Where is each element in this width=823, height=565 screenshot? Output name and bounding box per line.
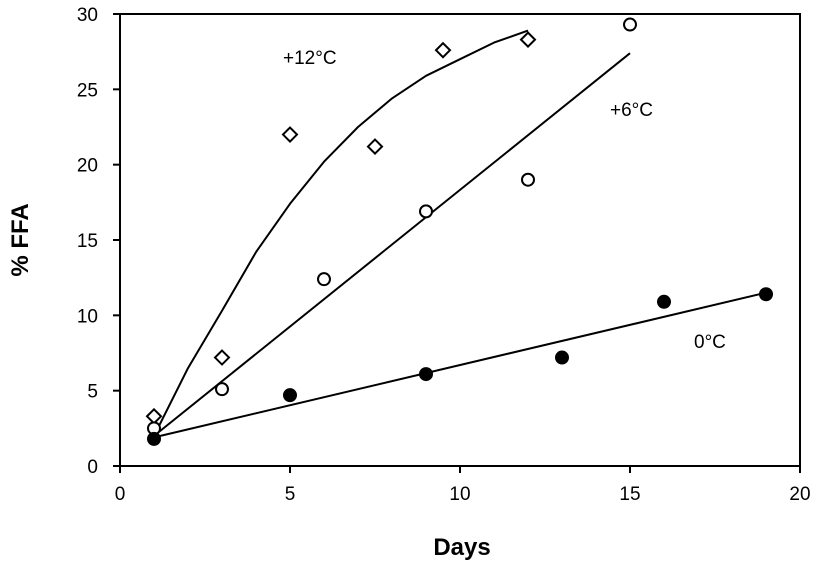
- data-point-0Cc: [419, 367, 433, 382]
- annotation-6c: +6°C: [610, 100, 653, 121]
- y-tick-label: 30: [77, 5, 98, 26]
- fit-line-0Cc: [153, 291, 767, 439]
- y-tick-label: 20: [77, 156, 98, 177]
- y-tick-label: 25: [77, 80, 98, 101]
- y-tick-label: 0: [87, 457, 98, 478]
- data-point-6Cc: [521, 172, 535, 187]
- fit-line-12Cc: [153, 29, 529, 437]
- x-tick-label: 0: [115, 484, 126, 505]
- x-tick-label: 10: [449, 484, 470, 505]
- data-point-6Cc: [419, 204, 433, 219]
- annotation-0c: 0°C: [694, 332, 726, 353]
- data-point-12Cc: [366, 138, 384, 156]
- data-point-12Cc: [213, 349, 231, 366]
- annotation-12c: +12°C: [283, 48, 337, 69]
- plot-frame: [119, 13, 801, 467]
- data-point-0Cc: [657, 294, 671, 309]
- data-point-0Cc: [147, 431, 161, 446]
- data-point-0Cc: [759, 287, 773, 302]
- data-point-0Cc: [283, 388, 297, 403]
- data-point-12Cc: [519, 31, 537, 49]
- data-point-12Cc: [434, 41, 452, 59]
- data-point-12Cc: [145, 407, 163, 425]
- y-tick-label: 5: [87, 382, 98, 403]
- x-tick-label: 5: [285, 484, 296, 505]
- y-tick-label: 10: [77, 306, 98, 327]
- data-point-6Cc: [317, 272, 331, 287]
- x-tick-label: 20: [789, 484, 810, 505]
- x-axis-label: Days: [433, 534, 490, 561]
- data-point-6Cc: [215, 382, 229, 397]
- y-tick-label: 15: [77, 231, 98, 252]
- x-tick-label: 15: [619, 484, 640, 505]
- y-axis-label: % FFA: [7, 203, 34, 276]
- data-point-6Cc: [623, 17, 637, 32]
- data-point-12Cc: [281, 126, 299, 143]
- fit-line-6Cc: [153, 52, 631, 437]
- data-point-0Cc: [555, 350, 569, 365]
